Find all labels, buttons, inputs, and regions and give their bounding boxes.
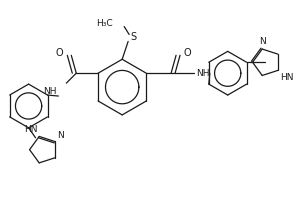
Text: NH: NH [43,87,57,96]
Text: NH: NH [196,69,209,78]
Text: O: O [183,48,191,58]
Text: O: O [56,48,63,58]
Text: HN: HN [24,125,37,135]
Text: S: S [130,33,136,42]
Text: HN: HN [280,73,293,82]
Text: N: N [57,130,63,140]
Text: N: N [259,37,266,46]
Text: H₃C: H₃C [96,19,112,28]
